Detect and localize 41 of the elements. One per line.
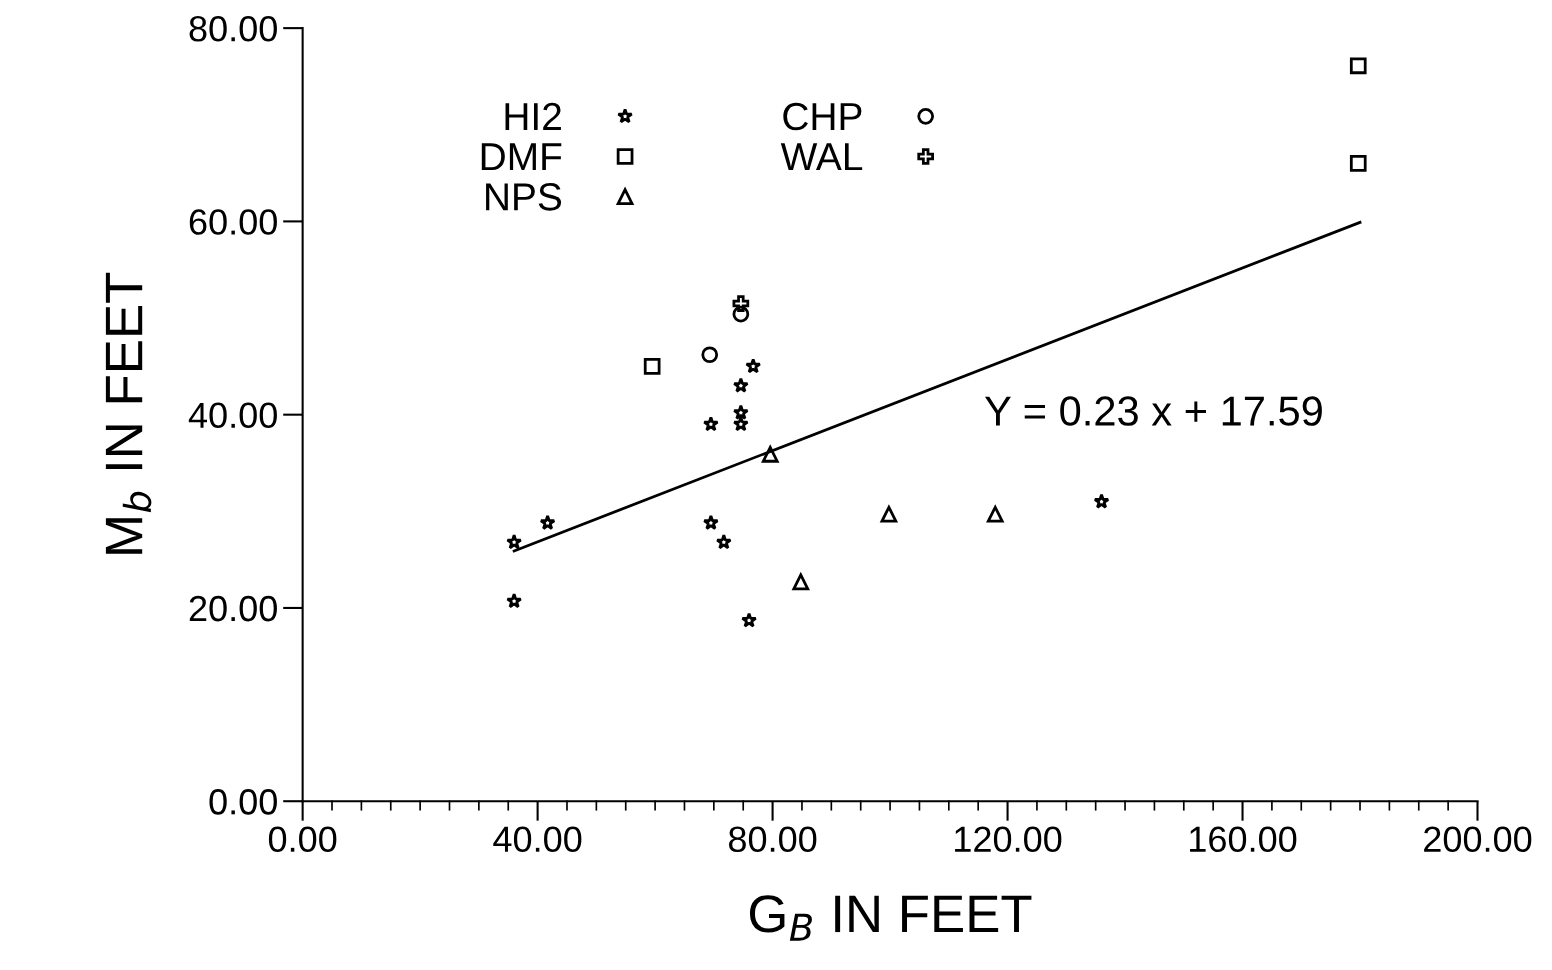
y-axis-title: M$_{b}$ IN FEET bbox=[105, 272, 152, 554]
x-tick-label: 80.00 bbox=[728, 826, 817, 853]
point bbox=[986, 505, 1004, 523]
point bbox=[702, 514, 719, 530]
x-tick-label: 0.00 bbox=[268, 826, 337, 853]
x-tick-label: 200.00 bbox=[1424, 826, 1532, 853]
y-tick-label: 20.00 bbox=[189, 595, 277, 622]
point bbox=[506, 533, 523, 550]
y-tick-label: 60.00 bbox=[189, 209, 277, 235]
y-tick-label: 80.00 bbox=[189, 16, 277, 42]
point bbox=[715, 533, 732, 550]
point bbox=[791, 571, 810, 591]
point bbox=[643, 358, 661, 375]
point bbox=[701, 346, 719, 364]
point bbox=[1349, 155, 1367, 172]
point bbox=[732, 377, 749, 393]
x-tick-label: 120.00 bbox=[955, 826, 1062, 853]
x-tick-label: 160.00 bbox=[1190, 826, 1297, 853]
point bbox=[761, 445, 779, 463]
x-axis-title: G$_{B}$ IN FEET bbox=[749, 895, 1032, 941]
annotation: Y = 0.23 x + 17.59 bbox=[984, 396, 1322, 426]
point bbox=[880, 505, 898, 523]
point bbox=[732, 305, 750, 323]
point bbox=[539, 514, 556, 530]
point bbox=[732, 295, 750, 312]
y-tick-label: 40.00 bbox=[188, 402, 277, 429]
point bbox=[732, 416, 749, 432]
legend-label: CHP bbox=[783, 102, 862, 131]
legend-label: WAL bbox=[780, 143, 863, 171]
point bbox=[1349, 57, 1367, 75]
point bbox=[506, 592, 523, 609]
y-tick-label: 0.00 bbox=[209, 789, 277, 815]
point bbox=[741, 612, 758, 628]
point bbox=[1093, 493, 1110, 509]
point bbox=[702, 416, 719, 432]
point bbox=[745, 358, 762, 374]
legend-label: HI2 bbox=[505, 102, 561, 130]
legend-label: NPS bbox=[486, 183, 562, 211]
x-tick-label: 40.00 bbox=[493, 826, 582, 853]
legend-label: DMF bbox=[481, 143, 562, 171]
point bbox=[732, 404, 749, 420]
